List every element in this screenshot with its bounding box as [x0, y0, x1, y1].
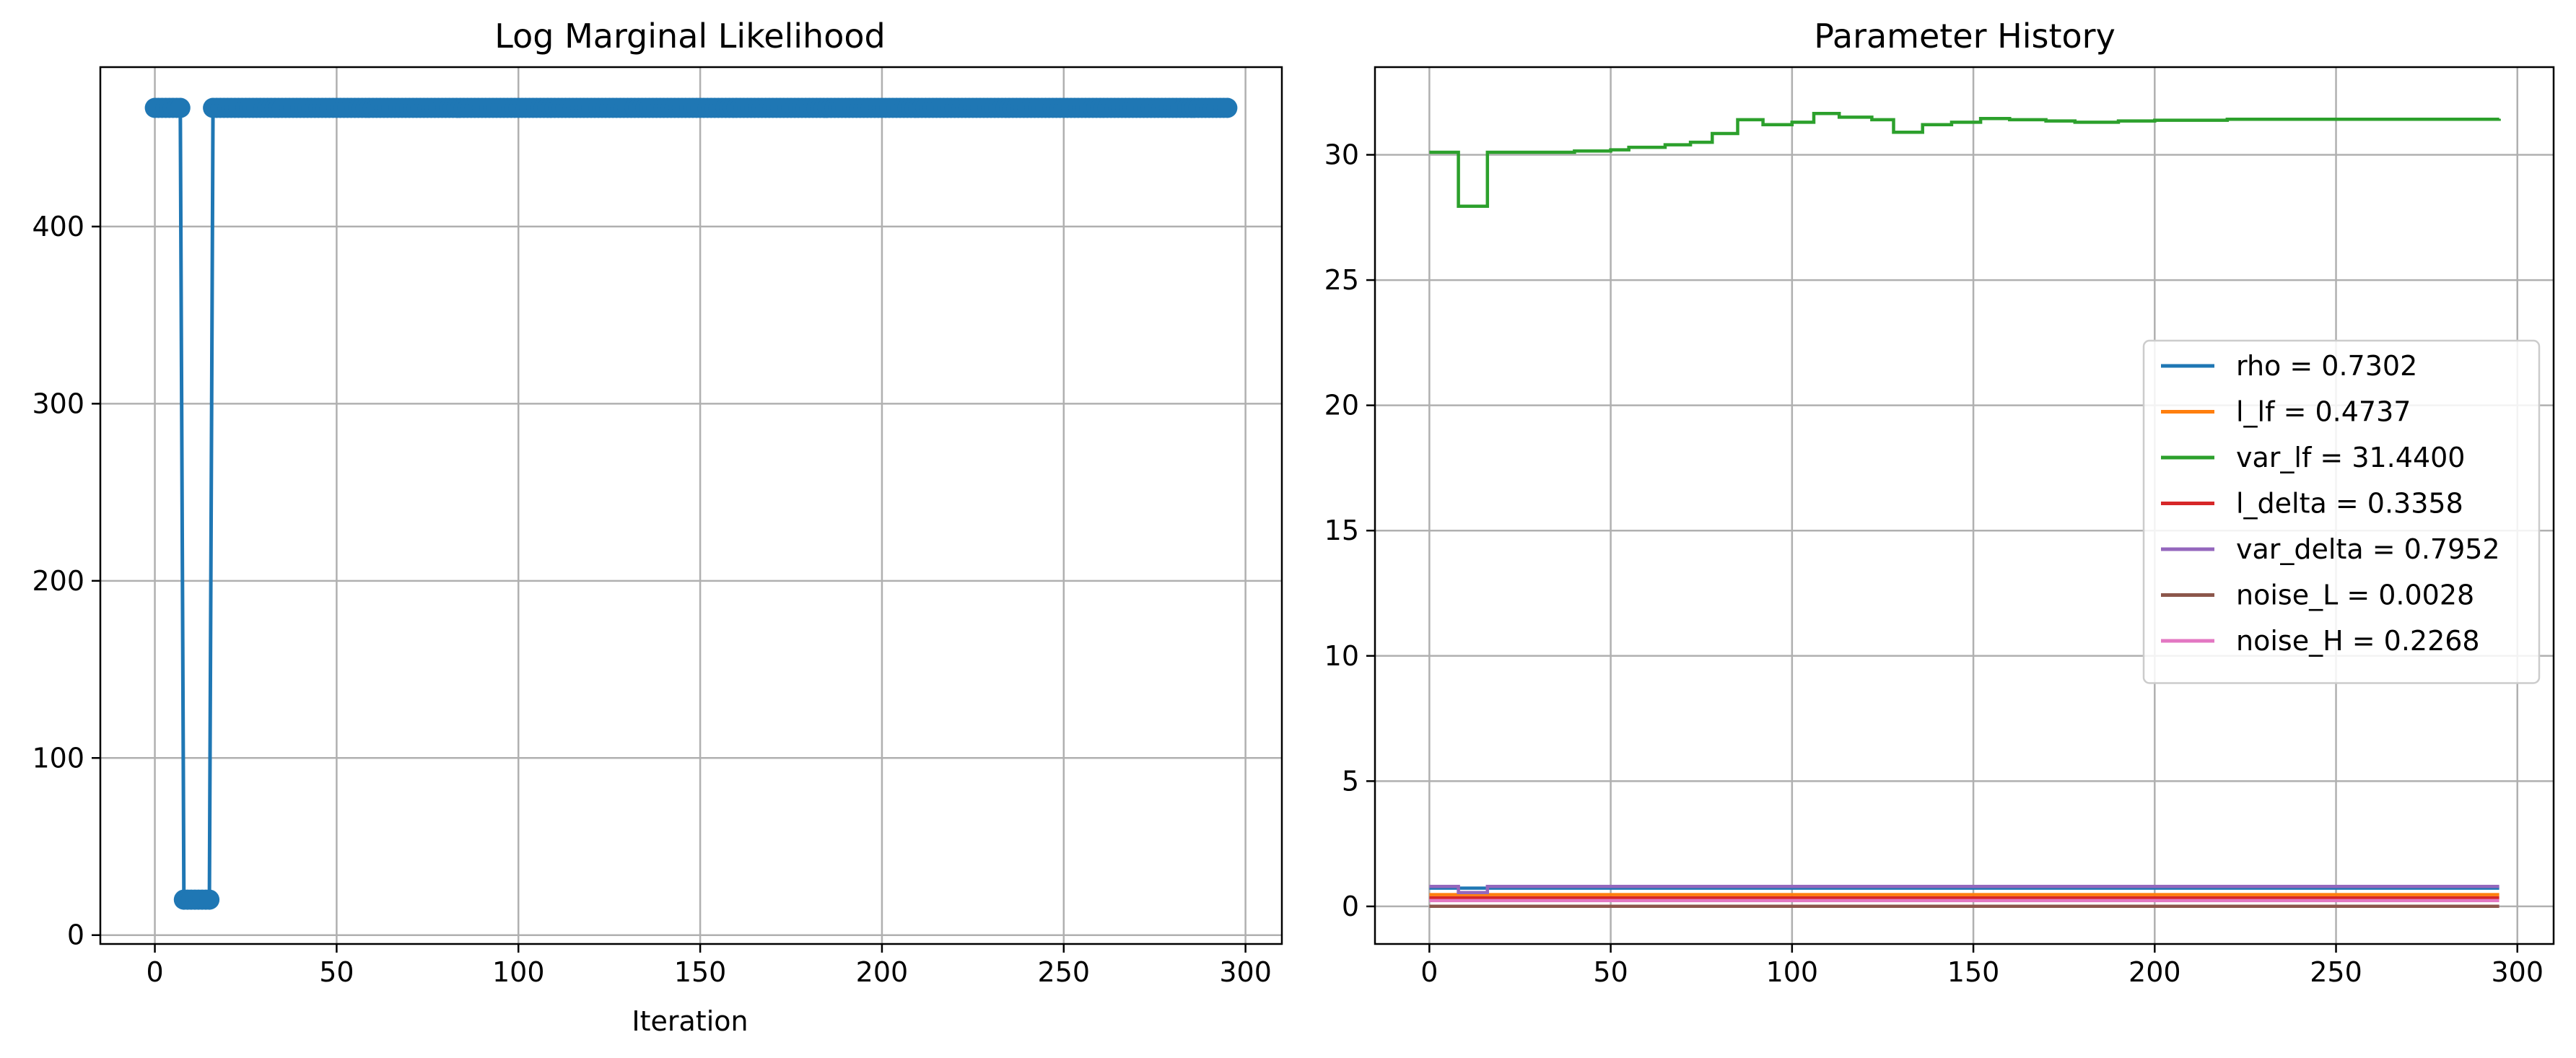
log-likelihood-point	[1217, 97, 1238, 118]
parameter-history-y-tick-label: 20	[1324, 390, 1359, 421]
log-likelihood-series	[144, 97, 1238, 910]
legend-entry-label: rho = 0.7302	[2236, 350, 2417, 382]
legend-entry-label: noise_H = 0.2268	[2236, 625, 2480, 657]
log-likelihood-x-tick-label: 150	[674, 956, 727, 988]
parameter-history-grid	[1375, 67, 2554, 944]
log-likelihood-point	[199, 889, 220, 910]
parameter-history-x-tick-label: 0	[1420, 956, 1438, 988]
log-likelihood-y-tick-label: 200	[32, 565, 84, 597]
parameter-history-x-tick-label: 150	[1947, 956, 2000, 988]
legend-box	[2142, 339, 2541, 684]
series-line-var-delta	[1429, 884, 2499, 895]
parameter-history-panel: Parameter History 0 50 100 150 200 250 300 0 5 10…	[1324, 17, 2555, 989]
legend-entry-label: noise_L = 0.0028	[2236, 580, 2474, 611]
log-likelihood-x-tick-label: 0	[146, 956, 163, 988]
parameter-history-x-tick-label: 50	[1593, 956, 1628, 988]
parameter-history-axes-frame	[1374, 66, 2555, 945]
parameter-history-y-tick-label: 30	[1324, 139, 1359, 171]
log-likelihood-x-tick-label: 100	[492, 956, 545, 988]
log-likelihood-grid	[100, 67, 1282, 944]
parameter-history-x-tick-label: 200	[2129, 956, 2181, 988]
parameter-history-ticks: 0 50 100 150 200 250 300 0 5 10 15 20 25 30	[1324, 139, 2544, 989]
parameter-history-x-tick-label: 100	[1766, 956, 1819, 988]
legend-entry-label: l_delta = 0.3358	[2236, 488, 2463, 520]
parameter-history-y-tick-label: 0	[1342, 891, 1359, 922]
log-likelihood-title: Log Marginal Likelihood	[494, 17, 885, 56]
parameter-history-legend: rho = 0.7302 l_lf = 0.4737 var_lf = 31.440…	[2142, 339, 2541, 684]
log-likelihood-x-tick-label: 200	[856, 956, 909, 988]
log-likelihood-y-tick-label: 400	[32, 211, 84, 242]
log-likelihood-axes-frame	[99, 66, 1283, 945]
parameter-history-x-tick-label: 300	[2491, 956, 2544, 988]
log-likelihood-x-axis-label: Iteration	[632, 1005, 748, 1037]
parameter-history-x-tick-label: 250	[2310, 956, 2362, 988]
log-likelihood-x-tick-label: 50	[319, 956, 354, 988]
parameter-history-y-tick-label: 10	[1324, 640, 1359, 672]
parameter-history-y-tick-label: 15	[1324, 515, 1359, 546]
parameter-history-title: Parameter History	[1814, 17, 2116, 56]
log-likelihood-y-tick-label: 0	[67, 919, 84, 951]
parameter-history-y-tick-label: 5	[1342, 765, 1359, 797]
series-line-var-lf	[1429, 111, 2501, 208]
legend-entry-label: var_lf = 31.4400	[2236, 442, 2465, 473]
legend-entry-label: l_lf = 0.4737	[2236, 396, 2411, 428]
log-likelihood-point	[170, 97, 191, 118]
log-likelihood-x-tick-label: 250	[1038, 956, 1091, 988]
parameter-history-y-tick-label: 25	[1324, 264, 1359, 296]
log-likelihood-y-tick-label: 100	[32, 742, 84, 774]
parameter-history-series	[1429, 111, 2501, 909]
log-likelihood-ticks: 0 50 100 150 200 250 300 0 100 200 300 400	[32, 211, 1271, 988]
legend-entry-label: var_delta = 0.7952	[2236, 533, 2500, 565]
log-likelihood-x-tick-label: 300	[1219, 956, 1272, 988]
log-likelihood-panel: Log Marginal Likelihood 0 50 100 150 200 250 3…	[32, 17, 1283, 1037]
log-likelihood-y-tick-label: 300	[32, 388, 84, 419]
